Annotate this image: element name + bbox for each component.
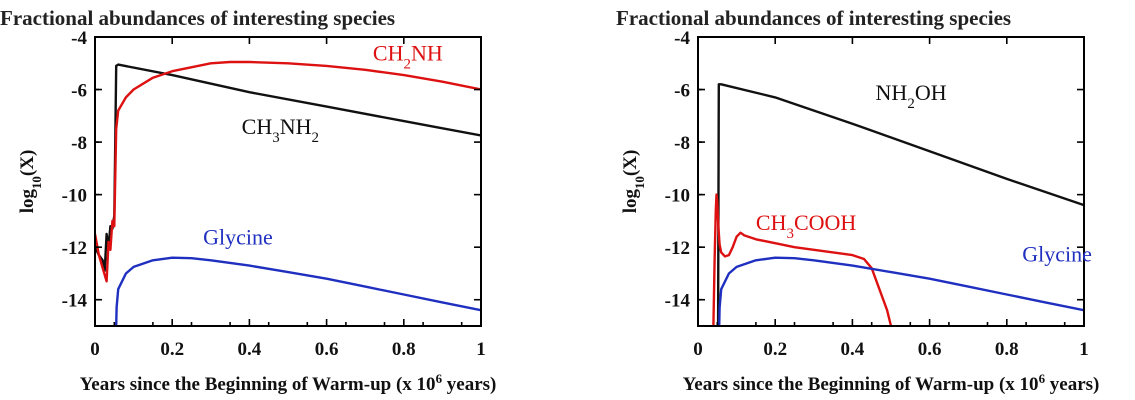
left-x-tick-label: 0.6 (315, 339, 339, 360)
right-x-axis-label-tail: years) (1045, 374, 1099, 395)
left-y-tick-label: -4 (71, 28, 87, 49)
right-series-ch3cooh-line (712, 193, 893, 326)
left-species-annotation: CH2NH (373, 41, 443, 73)
left-x-tick-label: 0.8 (392, 339, 416, 360)
left-y-axis-label: log10(X) (17, 150, 44, 214)
right-x-tick-label: 0.4 (841, 339, 865, 360)
left-x-axis-label: Years since the Beginning of Warm-up (x … (80, 371, 497, 396)
left-species-annotation-part: CH (242, 114, 273, 139)
left-series-ch2nh-line (95, 60, 481, 283)
left-x-tick-label: 0.4 (238, 339, 262, 360)
left-species-annotation-part: 2 (312, 130, 319, 146)
right-x-tick-label: 0.8 (995, 339, 1019, 360)
left-y-axis-label-tail: (X) (17, 150, 38, 176)
right-series-group (712, 83, 1084, 326)
right-y-tick-label: -14 (665, 291, 691, 312)
left-species-annotation-part: 2 (403, 57, 410, 73)
right-species-annotation: NH2OH (876, 80, 947, 112)
left-species-annotation: CH3NH2 (242, 114, 319, 146)
left-species-annotation-part: CH (373, 41, 404, 66)
right-y-axis-label-base: log (620, 189, 641, 214)
left-species-annotation: Glycine (203, 225, 273, 250)
right-y-axis-label-subscript: 10 (632, 176, 647, 189)
left-y-tick-label: -6 (71, 81, 87, 102)
right-x-axis-label-text: Years since the Beginning of Warm-up (x … (683, 374, 1039, 395)
right-species-annotation-part: Glycine (1022, 242, 1092, 267)
left-x-axis-label-tail: years) (442, 374, 496, 395)
left-chart-panel: Fractional abundances of interesting spe… (0, 6, 496, 395)
right-y-tick-label: -12 (665, 238, 690, 259)
right-plot-frame (697, 36, 1085, 327)
right-chart-title: Fractional abundances of interesting spe… (616, 6, 1011, 30)
left-series-glycine-line (115, 256, 481, 326)
left-species-annotation-part: NH (411, 41, 443, 66)
left-species-annotation-part: 3 (272, 130, 279, 146)
right-x-tick-label: 0.2 (763, 339, 787, 360)
right-species-annotation-part: COOH (794, 210, 856, 235)
left-y-tick-label: -8 (71, 133, 87, 154)
right-y-axis-label: log10(X) (620, 150, 647, 214)
right-y-tick-label: -4 (674, 28, 690, 49)
right-y-tick-label: -6 (674, 81, 690, 102)
left-series-ch3nh2-line (95, 63, 481, 272)
right-y-tick-label: -10 (665, 186, 690, 207)
right-x-axis-label: Years since the Beginning of Warm-up (x … (683, 371, 1100, 396)
left-y-axis-label-base: log (17, 189, 38, 214)
left-x-tick-label: 1 (476, 339, 486, 360)
left-plot-frame (94, 36, 482, 327)
right-y-tick-label: -8 (674, 133, 690, 154)
right-x-tick-label: 0 (693, 339, 703, 360)
right-x-tick-label: 1 (1079, 339, 1089, 360)
left-x-axis-label-exponent: 6 (436, 371, 443, 386)
left-species-annotation-part: NH (280, 114, 312, 139)
left-y-tick-label: -12 (62, 238, 87, 259)
left-series-group (95, 60, 481, 326)
right-species-annotation: CH3COOH (756, 210, 856, 242)
right-species-annotation-part: 3 (786, 226, 793, 242)
right-species-annotation: Glycine (1022, 242, 1092, 267)
right-series-nh2oh-line (716, 83, 1084, 326)
left-y-tick-label: -14 (62, 291, 88, 312)
left-x-tick-label: 0.2 (160, 339, 184, 360)
right-x-tick-label: 0.6 (918, 339, 942, 360)
left-x-axis-label-text: Years since the Beginning of Warm-up (x … (80, 374, 436, 395)
right-series-glycine-line (718, 256, 1084, 326)
left-x-tick-label: 0 (90, 339, 100, 360)
left-species-annotation-part: Glycine (203, 225, 273, 250)
left-y-axis-label-subscript: 10 (29, 176, 44, 189)
right-species-annotation-part: 2 (907, 96, 914, 112)
right-y-axis-label-tail: (X) (620, 150, 641, 176)
right-x-axis-label-exponent: 6 (1039, 371, 1046, 386)
right-species-annotation-part: OH (915, 80, 947, 105)
left-chart-title: Fractional abundances of interesting spe… (0, 6, 395, 30)
right-chart-panel: Fractional abundances of interesting spe… (616, 6, 1099, 395)
right-species-annotation-part: NH (876, 80, 908, 105)
right-species-annotation-part: CH (756, 210, 787, 235)
left-y-tick-label: -10 (62, 186, 87, 207)
